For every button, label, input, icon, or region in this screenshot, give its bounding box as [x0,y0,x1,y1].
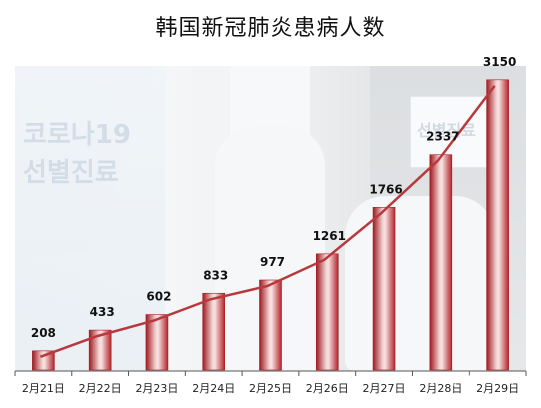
trend-line [39,85,496,359]
x-tick-label-5: 2月25日 [249,382,292,395]
bar-3 [145,314,169,371]
background-sign-left-text: 코로나19 선별진료 [23,120,131,188]
background-sign-right-text: 선별진료 [417,121,476,140]
x-tick-label-9: 2月29日 [476,382,519,395]
data-label-7: 1766 [369,182,402,196]
data-label-9: 3150 [483,55,516,69]
bar-1 [32,350,55,371]
x-tick-label-7: 2月27日 [363,382,406,395]
x-tick-label-8: 2月28日 [419,382,462,395]
x-tick-label-2: 2月22日 [79,382,122,395]
bar-9 [486,79,509,371]
chart-title: 韩国新冠肺炎患病人数 [155,16,386,41]
x-tick-label-6: 2月26日 [306,382,349,395]
x-tick-label-1: 2月21日 [22,382,65,395]
bar-2 [88,329,112,371]
bar-5 [259,279,282,371]
data-label-2: 433 [90,305,115,319]
bar-4 [202,292,226,371]
data-label-5: 977 [260,255,285,269]
data-label-4: 833 [203,268,228,282]
bar-6 [315,253,339,371]
background-sign-left: 코로나19 선별진료 [15,66,165,371]
data-label-3: 602 [146,290,171,304]
data-label-1: 208 [31,326,56,340]
background-figure-right [345,196,495,371]
watermark: 知乎 @谈资有看 [413,372,517,387]
data-label-6: 1261 [313,229,346,243]
bar-7 [372,207,396,371]
x-tick-label-3: 2月23日 [135,382,178,395]
data-label-8: 2337 [426,130,459,144]
bar-8 [429,154,453,371]
x-tick-label-4: 2月24日 [192,382,235,395]
